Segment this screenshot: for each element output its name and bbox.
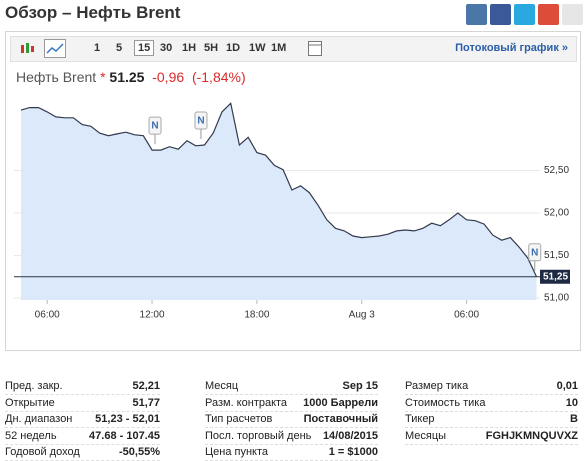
- interval-button[interactable]: 1D: [226, 42, 241, 54]
- stat-label: Цена пункта: [205, 446, 269, 458]
- interval-button[interactable]: 5: [116, 42, 123, 54]
- stat-value: 0,01: [556, 380, 578, 392]
- stat-row: Годовой доход -50,55%: [5, 444, 160, 461]
- annotation-label: N: [151, 121, 158, 132]
- interval-button[interactable]: 1H: [182, 42, 197, 54]
- quote: Нефть Brent * 51.25 -0,96 (-1,84%): [16, 69, 246, 85]
- y-tick-label: 52,00: [544, 208, 569, 219]
- stat-row: Цена пункта 1 = $1000: [205, 444, 378, 461]
- stat-value: 10: [565, 396, 578, 409]
- stat-row: Пред. закр. 52,21: [5, 378, 160, 395]
- stat-label: Месяц: [205, 380, 239, 392]
- last-price-box: [540, 269, 570, 284]
- change-pct: (-1,84%): [191, 69, 246, 85]
- stat-label: Пред. закр.: [5, 380, 63, 392]
- y-tick-label: 51,00: [544, 293, 569, 304]
- annotation-box: [528, 243, 542, 262]
- stat-label: Месяцы: [405, 429, 447, 442]
- y-tick-label: 52,50: [544, 165, 569, 176]
- stat-row: Стоимость тика 10: [405, 395, 578, 412]
- stat-row: Тикер B: [405, 411, 578, 428]
- price: 51.25: [109, 69, 145, 85]
- chart: Investing.com51,0051,5052,0052,5006:0012…: [14, 102, 570, 321]
- stat-value: 1000 Баррели: [303, 396, 378, 409]
- interval-button[interactable]: 1W: [249, 42, 266, 54]
- instrument: Нефть Brent: [16, 69, 97, 85]
- stat-label: Дн. диапазон: [5, 413, 73, 425]
- settings-icon[interactable]: [307, 40, 323, 57]
- stat-row: Посл. торговый день 14/08/2015: [205, 428, 378, 445]
- stat-row: 52 недель 47.68 - 107.45: [5, 428, 160, 445]
- star: *: [100, 69, 106, 85]
- share-facebook[interactable]: [490, 4, 511, 25]
- stat-value: 1 = $1000: [328, 446, 378, 458]
- stat-row: Тип расчетов Поставочный: [205, 411, 378, 428]
- stat-value: 52,21: [132, 380, 160, 392]
- interval-button[interactable]: 1M: [271, 42, 287, 54]
- stat-row: Дн. диапазон 51,23 - 52,01: [5, 411, 160, 428]
- x-tick-label: Aug 3: [349, 310, 376, 321]
- last-price-label: 51,25: [543, 271, 568, 282]
- page-title: Обзор – Нефть Brent: [5, 3, 181, 22]
- stat-row: Месяц Sep 15: [205, 378, 378, 395]
- stat-label: 52 недель: [5, 429, 57, 442]
- stat-label: Стоимость тика: [405, 396, 486, 409]
- area: [20, 103, 537, 300]
- stat-label: Тип расчетов: [205, 413, 273, 425]
- share-more[interactable]: [562, 4, 583, 25]
- interval-button[interactable]: 5H: [204, 42, 219, 54]
- x-tick-label: 06:00: [35, 310, 60, 321]
- stream-link[interactable]: Потоковый график »: [455, 42, 568, 54]
- line-icon[interactable]: [44, 39, 66, 58]
- stat-row: Разм. контракта 1000 Баррели: [205, 395, 378, 412]
- change: -0,96: [152, 69, 185, 85]
- share-google[interactable]: [538, 4, 559, 25]
- share-twitter[interactable]: [514, 4, 535, 25]
- stat-label: Тикер: [405, 413, 435, 425]
- stat-row: Месяцы FGHJKMNQUVXZ: [405, 428, 578, 445]
- interval-button[interactable]: 30: [160, 42, 173, 54]
- stat-value: B: [570, 413, 578, 425]
- annotation-label: N: [531, 247, 538, 258]
- stat-value: 51,77: [132, 396, 160, 409]
- stat-value: Поставочный: [303, 413, 378, 425]
- stat-value: 47.68 - 107.45: [89, 429, 160, 442]
- stat-row: Размер тика 0,01: [405, 378, 578, 395]
- stat-label: Посл. торговый день: [205, 429, 312, 442]
- stat-value: -50,55%: [119, 446, 160, 458]
- y-tick-label: 51,50: [544, 250, 569, 261]
- annotation-box: [194, 111, 208, 130]
- stat-label: Разм. контракта: [205, 396, 288, 409]
- widget-frame: [5, 31, 581, 351]
- interval-button[interactable]: 15: [134, 40, 155, 56]
- x-tick-label: 06:00: [454, 310, 479, 321]
- stat-value: Sep 15: [342, 380, 378, 392]
- interval-button[interactable]: 1: [94, 42, 101, 54]
- toolbar: Потоковый график » 1 5 15 30 1H 5H 1D 1W 1M: [10, 36, 577, 62]
- stat-value: FGHJKMNQUVXZ: [485, 429, 578, 442]
- price-line: [20, 102, 538, 278]
- share-vk[interactable]: [466, 4, 487, 25]
- x-tick-label: 18:00: [244, 310, 269, 321]
- stat-label: Размер тика: [405, 380, 469, 392]
- stat-label: Годовой доход: [5, 446, 80, 458]
- annotation-box: [148, 116, 162, 135]
- annotation-label: N: [197, 116, 204, 127]
- candle-icon[interactable]: [19, 41, 35, 57]
- stat-row: Открытие 51,77: [5, 395, 160, 412]
- stat-label: Открытие: [5, 396, 55, 409]
- x-tick-label: 12:00: [140, 310, 165, 321]
- stat-value: 51,23 - 52,01: [95, 413, 160, 425]
- stat-value: 14/08/2015: [322, 429, 378, 442]
